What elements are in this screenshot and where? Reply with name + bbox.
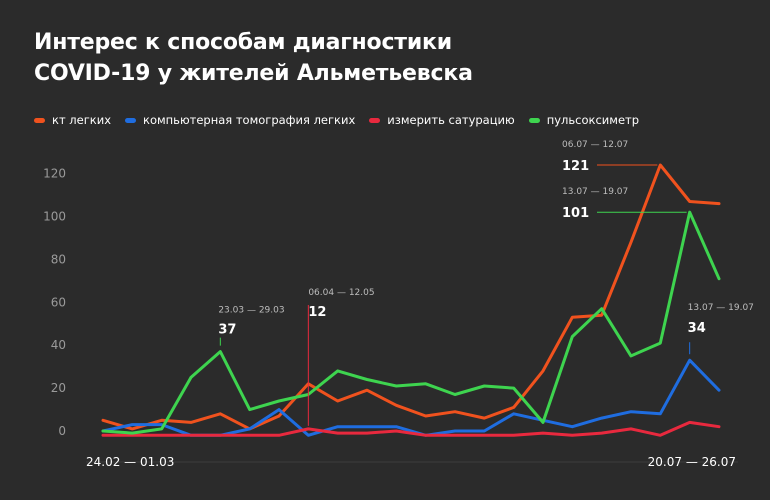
legend-item-pulse-oximeter: пульсоксиметр bbox=[528, 113, 640, 127]
annotation-date: 13.07 — 19.07 bbox=[688, 303, 754, 313]
y-tick-label: 80 bbox=[51, 252, 66, 266]
legend-label-pulse-oximeter: пульсоксиметр bbox=[546, 113, 640, 127]
y-tick-label: 100 bbox=[43, 210, 66, 224]
series-line-ct-lungs bbox=[101, 358, 721, 437]
legend-swatch-saturation bbox=[369, 117, 381, 123]
chart-title-line-1: Интерес к способам диагностики bbox=[34, 30, 452, 55]
legend-item-saturation: измерить сатурацию bbox=[369, 113, 515, 127]
series-line-saturation bbox=[101, 420, 721, 437]
annotation-date: 23.03 — 29.03 bbox=[218, 306, 284, 316]
legend-item-ct-lungs: компьютерная томография легких bbox=[125, 113, 355, 127]
annotation-date: 06.04 — 12.05 bbox=[308, 288, 374, 298]
legend-swatch-ct-lungs bbox=[125, 117, 136, 123]
chart-title-line-2: COVID-19 у жителей Альметьевска bbox=[34, 61, 473, 86]
annotation-value: 37 bbox=[218, 323, 236, 338]
annotation-date: 13.07 — 19.07 bbox=[562, 187, 628, 197]
annotation-value: 34 bbox=[688, 321, 706, 336]
annotation-value: 101 bbox=[562, 206, 589, 221]
chart-legend: кт легких компьютерная томография легких… bbox=[34, 113, 653, 127]
x-axis-label-last: 20.07 — 26.07 bbox=[648, 455, 736, 469]
legend-swatch-kt bbox=[34, 117, 45, 123]
y-tick-label: 20 bbox=[51, 381, 66, 395]
legend-label-saturation: измерить сатурацию bbox=[387, 113, 515, 127]
legend-item-kt: кт легких bbox=[34, 113, 111, 127]
y-tick-label: 0 bbox=[58, 424, 66, 438]
legend-label-kt: кт легких bbox=[52, 113, 111, 127]
y-tick-label: 40 bbox=[51, 338, 66, 352]
annotation-value: 121 bbox=[562, 159, 589, 174]
annotation-value: 12 bbox=[308, 305, 326, 320]
annotation-date: 06.07 — 12.07 bbox=[562, 140, 628, 150]
y-tick-label: 60 bbox=[51, 295, 66, 309]
y-tick-label: 120 bbox=[43, 167, 66, 181]
legend-label-ct-lungs: компьютерная томография легких bbox=[143, 113, 356, 127]
chart-title: Интерес к способам диагностики COVID-19 … bbox=[34, 27, 473, 89]
series-line-pulse-oximeter bbox=[101, 210, 721, 435]
series-line-kt bbox=[101, 163, 721, 431]
x-axis-label-first: 24.02 — 01.03 bbox=[86, 455, 174, 469]
legend-swatch-pulse-oximeter bbox=[528, 117, 540, 123]
